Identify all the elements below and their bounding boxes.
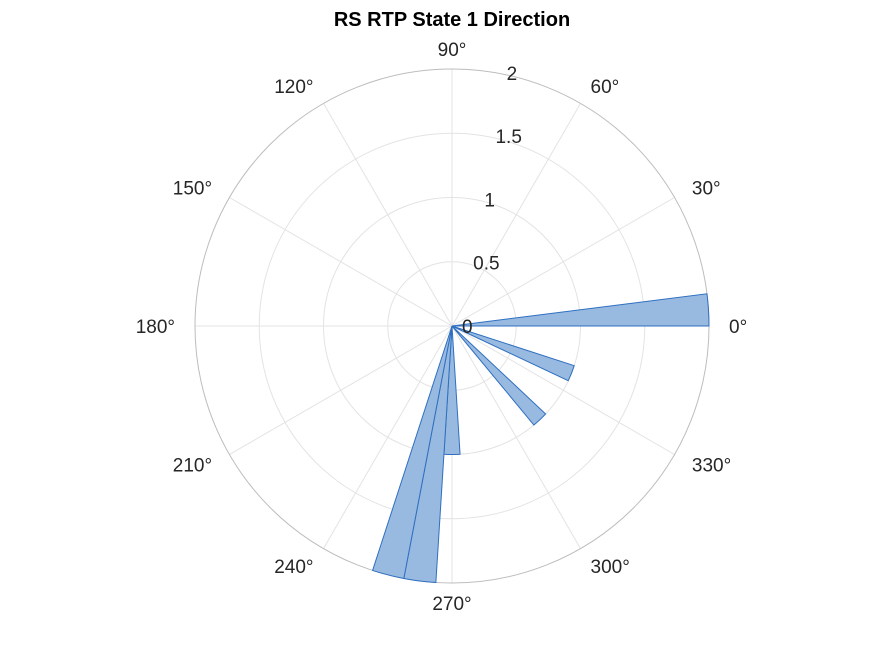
theta-tick-label: 150°	[173, 179, 212, 200]
r-tick-label: 1	[484, 190, 495, 211]
theta-tick-label: 0°	[729, 317, 747, 338]
theta-tick-label: 300°	[591, 557, 630, 578]
chart-title: RS RTP State 1 Direction	[334, 9, 570, 31]
r-tick-label: 0.5	[473, 254, 499, 275]
histogram-bar-1	[451, 325, 575, 382]
theta-tick-label: 210°	[173, 456, 212, 477]
r-tick-label: 0	[462, 317, 473, 338]
r-tick-label: 2	[507, 64, 518, 85]
histogram-bar-2	[451, 325, 547, 426]
theta-tick-label: 60°	[591, 77, 620, 98]
theta-tick-label: 30°	[692, 179, 721, 200]
angular-tick-labels: 0° 30° 60° 90° 120° 150° 180° 210° 240° 270° 300° 3…	[136, 40, 747, 615]
radial-tick-labels: 0 0.5 1 1.5 2	[462, 64, 522, 338]
theta-tick-label: 330°	[692, 456, 731, 477]
theta-tick-label: 270°	[432, 594, 471, 615]
histogram-bar-5	[371, 325, 453, 580]
theta-tick-label: 120°	[274, 77, 313, 98]
r-tick-label: 1.5	[495, 127, 521, 148]
theta-tick-label: 240°	[274, 557, 313, 578]
theta-tick-label: 90°	[438, 40, 467, 61]
histogram-bar-0	[451, 293, 710, 327]
histogram-bars	[371, 293, 710, 584]
theta-tick-label: 180°	[136, 317, 175, 338]
